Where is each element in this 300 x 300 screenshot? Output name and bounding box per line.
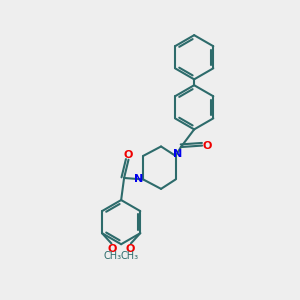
Text: O: O xyxy=(107,244,117,254)
Text: CH₃: CH₃ xyxy=(120,251,138,261)
Text: O: O xyxy=(202,141,212,151)
Text: O: O xyxy=(124,150,133,160)
Text: N: N xyxy=(173,148,183,158)
Text: CH₃: CH₃ xyxy=(104,251,122,261)
Text: O: O xyxy=(126,244,135,254)
Text: N: N xyxy=(134,174,143,184)
